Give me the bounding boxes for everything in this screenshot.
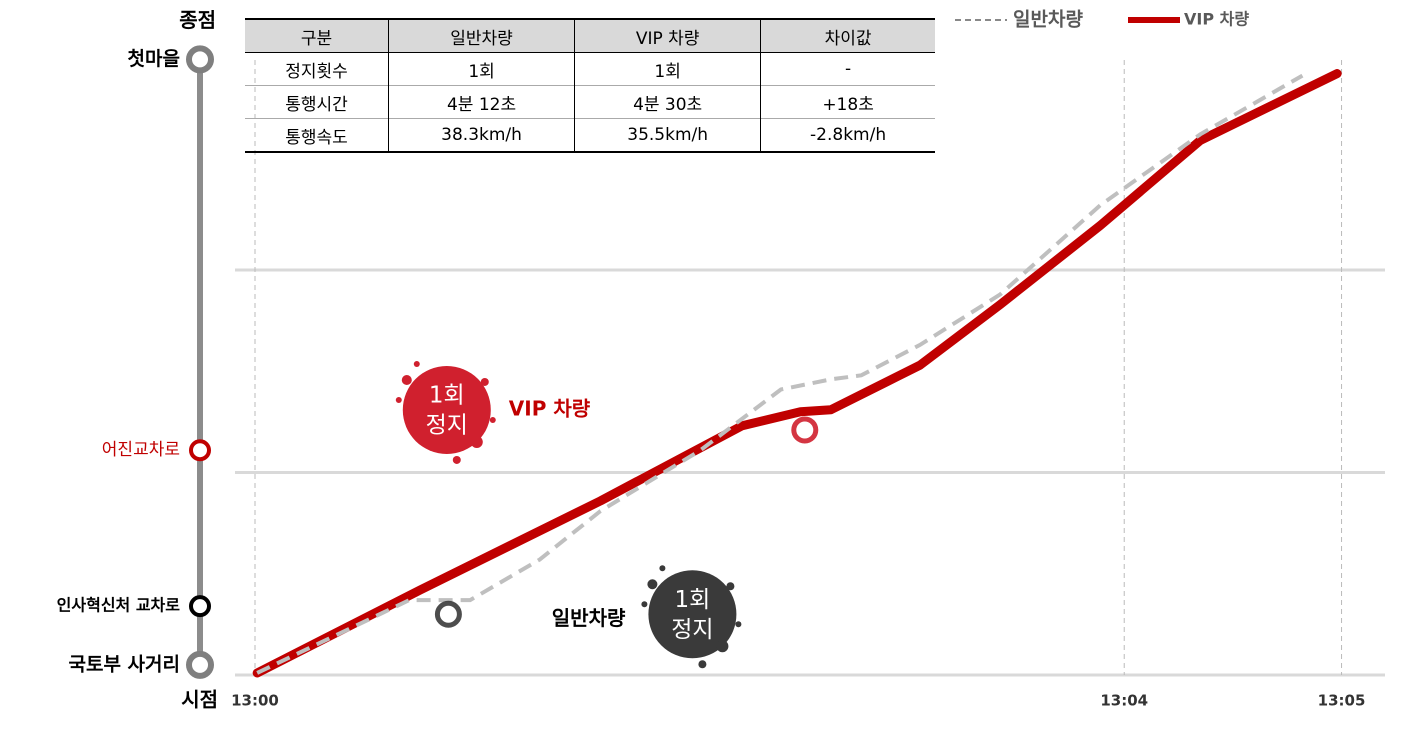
- splatter: [735, 621, 742, 628]
- splatter: [698, 660, 707, 669]
- table-cell: +18초: [760, 85, 935, 119]
- splatter: [641, 601, 648, 608]
- badge: [402, 365, 491, 454]
- start-label: 시점: [181, 687, 218, 711]
- stop-label: VIP 차량: [509, 396, 591, 420]
- table-cell: -2.8km/h: [760, 118, 935, 153]
- table-cell: 1회: [574, 52, 761, 86]
- stop-label: 일반차량: [552, 606, 626, 630]
- station-marker: [189, 595, 211, 618]
- x-tick-label: 13:00: [231, 692, 279, 710]
- table-header-cell: 일반차량: [388, 18, 575, 53]
- splatter: [452, 455, 461, 464]
- table-cell: -: [760, 52, 935, 86]
- splatter: [470, 435, 483, 448]
- badge: [648, 570, 737, 659]
- table-header-cell: 구분: [245, 18, 389, 53]
- table-cell: 35.5km/h: [574, 118, 761, 153]
- end-label: 종점: [179, 8, 216, 32]
- badge-text: 1회: [429, 382, 465, 408]
- splatter: [401, 374, 412, 385]
- badge-text: 1회: [675, 587, 711, 613]
- station-label: 어진교차로: [102, 440, 180, 460]
- table-header-cell: 차이값: [760, 18, 935, 53]
- table-row: 통행시간 4분 12초 4분 30초 +18초: [245, 85, 935, 119]
- table-header-cell: VIP 차량: [574, 18, 761, 53]
- splatter: [726, 582, 735, 591]
- table-cell: 정지횟수: [285, 61, 348, 82]
- series-line: [256, 73, 1304, 675]
- table-header: 구분 일반차량 VIP 차량 차이값: [245, 18, 935, 53]
- table-row: 통행속도 38.3km/h 35.5km/h -2.8km/h: [245, 118, 935, 153]
- stop-marker: [434, 600, 462, 628]
- table-cell: 4분 30초: [574, 85, 761, 119]
- splatter: [716, 640, 729, 653]
- table-row: 정지횟수 1회 1회 -: [245, 52, 935, 86]
- table-cell: 4분 12초: [388, 85, 575, 119]
- badge-text: 정지: [671, 617, 713, 643]
- table-body: 정지횟수 1회 1회 - 통행시간 4분 12초 4분 30초 +18초 통행속도 38.3km/…: [245, 52, 935, 153]
- table-cell: 1회: [388, 52, 575, 86]
- x-tick-label: 13:05: [1318, 692, 1366, 710]
- splatter: [659, 565, 666, 572]
- series-line: [252, 69, 1342, 678]
- table-cell: 통행시간: [245, 85, 389, 119]
- table-cell: 통행속도: [245, 118, 389, 153]
- legend-label: VIP 차량: [1184, 10, 1249, 29]
- station-marker: [189, 439, 211, 462]
- station-label: 국토부 사거리: [69, 653, 181, 675]
- splatter: [489, 416, 496, 423]
- station-marker: [186, 650, 214, 679]
- summary-table: 구분 일반차량 VIP 차량 차이값 정지횟수 1회 1회 - 통행시간 4분 12초 4분 30초…: [245, 18, 935, 153]
- badge-text: 정지: [426, 412, 468, 438]
- splatter: [480, 377, 489, 386]
- table-cell: 38.3km/h: [388, 118, 575, 153]
- station-label: 인사혁신처 교차로: [57, 596, 181, 615]
- legend-label: 일반차량: [1013, 9, 1083, 31]
- stop-marker: [791, 416, 819, 444]
- splatter: [413, 360, 420, 367]
- splatter: [647, 579, 658, 590]
- splatter: [395, 396, 402, 403]
- x-tick-label: 13:04: [1100, 692, 1148, 710]
- station-label: 첫마을: [128, 48, 180, 70]
- station-marker: [186, 45, 214, 74]
